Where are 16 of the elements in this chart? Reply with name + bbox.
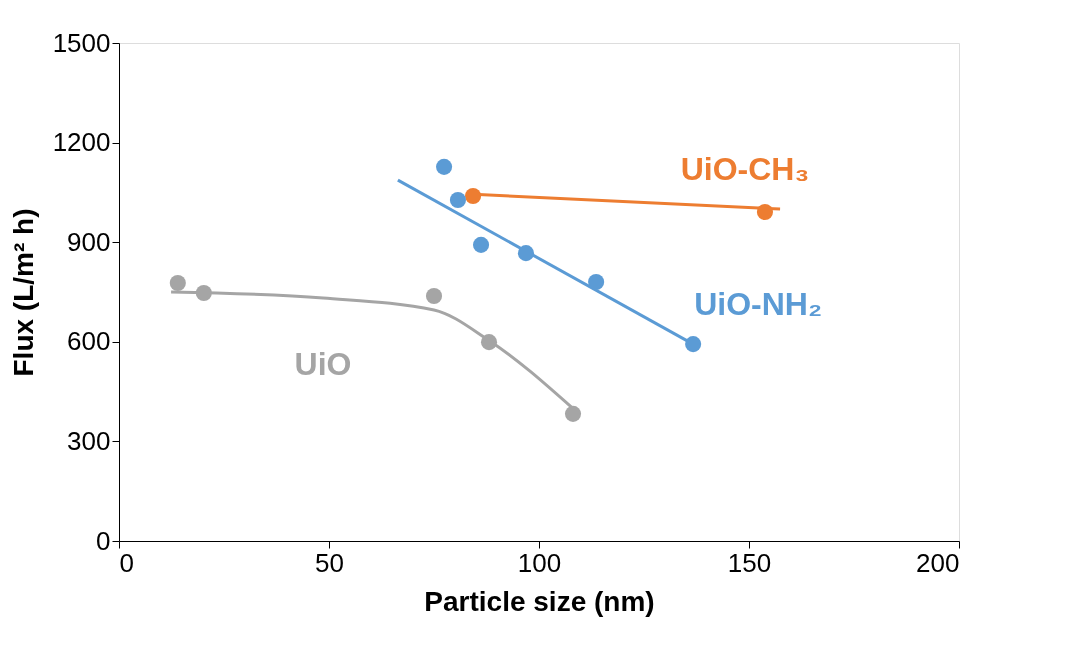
y-tick-label: 300 bbox=[67, 425, 111, 456]
series-label: UiO-NH₂ bbox=[694, 286, 823, 323]
x-tick-label: 50 bbox=[315, 547, 344, 578]
x-tick-label: 0 bbox=[119, 547, 134, 578]
y-tick-label: 0 bbox=[96, 525, 111, 556]
x-tick-label: 100 bbox=[517, 547, 562, 578]
x-axis-title: Particle size (nm) bbox=[424, 585, 655, 617]
series-label: UiO-CH₃ bbox=[680, 150, 810, 187]
x-tick-label: 200 bbox=[916, 547, 960, 578]
y-tick-label: 1200 bbox=[52, 127, 111, 158]
y-tick-label: 900 bbox=[67, 226, 111, 257]
y-tick-label: 600 bbox=[67, 326, 111, 357]
x-tick-label: 150 bbox=[727, 547, 772, 578]
y-tick-label: 1500 bbox=[52, 27, 111, 58]
y-axis-title: Flux (L/m² h) bbox=[7, 208, 39, 377]
text: UiO bbox=[294, 346, 352, 383]
